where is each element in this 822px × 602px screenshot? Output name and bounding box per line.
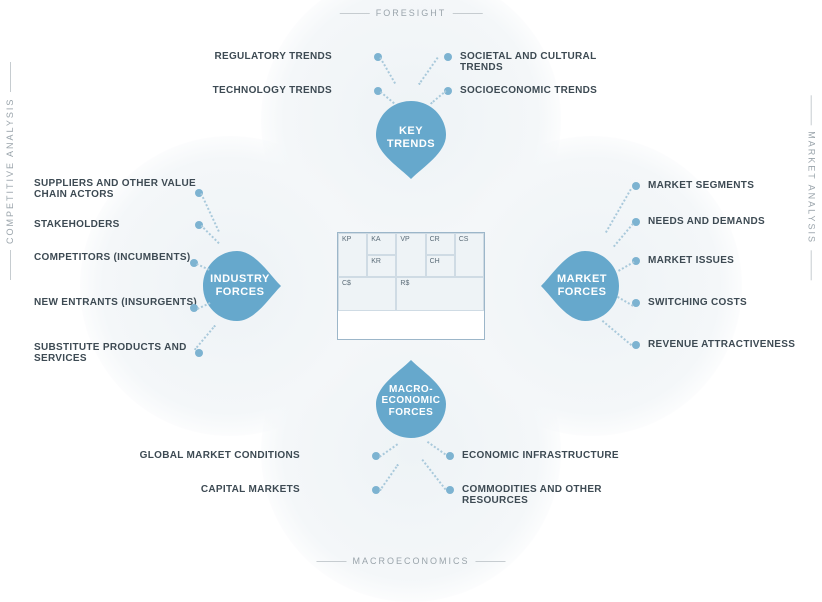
edge-label-right: MARKET ANALYSIS <box>807 89 817 286</box>
canvas-ch: CH <box>426 255 455 277</box>
dot <box>444 53 452 61</box>
item-technology-trends: TECHNOLOGY TRENDS <box>162 85 332 96</box>
canvas-vp: VP <box>396 233 425 277</box>
dot <box>632 341 640 349</box>
item-new-entrants: NEW ENTRANTS (INSURGENTS) <box>34 297 197 308</box>
canvas-kp: KP <box>338 233 367 277</box>
dot <box>446 486 454 494</box>
node-macro-economic-label: MACRO-ECONOMIC FORCES <box>368 384 454 419</box>
edge-label-left: COMPETITIVE ANALYSIS <box>5 56 15 286</box>
canvas-cr: CR <box>426 233 455 255</box>
edge-label-bottom: MACROECONOMICS <box>310 556 511 566</box>
item-substitutes: SUBSTITUTE PRODUCTS AND SERVICES <box>34 342 204 364</box>
item-market-segments: MARKET SEGMENTS <box>648 180 754 191</box>
node-key-trends-label: KEY TRENDS <box>368 125 454 150</box>
dot <box>446 452 454 460</box>
edge-label-top: FORESIGHT <box>334 8 489 18</box>
item-societal-trends: SOCIETAL AND CULTURAL TRENDS <box>460 51 630 73</box>
canvas-kr: KR <box>367 255 396 277</box>
item-suppliers: SUPPLIERS AND OTHER VALUE CHAIN ACTORS <box>34 178 204 200</box>
item-economic-infrastructure: ECONOMIC INFRASTRUCTURE <box>462 450 619 461</box>
canvas-revenue: R$ <box>396 277 484 311</box>
item-socioeconomic-trends: SOCIOECONOMIC TRENDS <box>460 85 597 96</box>
item-global-market: GLOBAL MARKET CONDITIONS <box>130 450 300 461</box>
item-regulatory-trends: REGULATORY TRENDS <box>162 51 332 62</box>
node-market-forces-label: MARKET FORCES <box>539 273 625 298</box>
dot <box>632 299 640 307</box>
item-needs-demands: NEEDS AND DEMANDS <box>648 216 765 227</box>
dot <box>632 182 640 190</box>
item-market-issues: MARKET ISSUES <box>648 255 734 266</box>
node-macro-economic: MACRO-ECONOMIC FORCES <box>368 358 454 444</box>
node-industry-forces: INDUSTRY FORCES <box>197 243 283 329</box>
node-industry-forces-label: INDUSTRY FORCES <box>197 273 283 298</box>
node-key-trends: KEY TRENDS <box>368 95 454 181</box>
item-switching-costs: SWITCHING COSTS <box>648 297 747 308</box>
item-competitors: COMPETITORS (INCUMBENTS) <box>34 252 190 263</box>
node-market-forces: MARKET FORCES <box>539 243 625 329</box>
item-revenue-attractiveness: REVENUE ATTRACTIVENESS <box>648 339 795 350</box>
business-model-canvas: KP KA KR VP CR CH CS C$ R$ <box>337 232 485 340</box>
item-capital-markets: CAPITAL MARKETS <box>130 484 300 495</box>
dot <box>195 349 203 357</box>
canvas-cs: CS <box>455 233 484 277</box>
canvas-ka: KA <box>367 233 396 255</box>
canvas-cost: C$ <box>338 277 396 311</box>
item-stakeholders: STAKEHOLDERS <box>34 219 120 230</box>
item-commodities: COMMODITIES AND OTHER RESOURCES <box>462 484 632 506</box>
